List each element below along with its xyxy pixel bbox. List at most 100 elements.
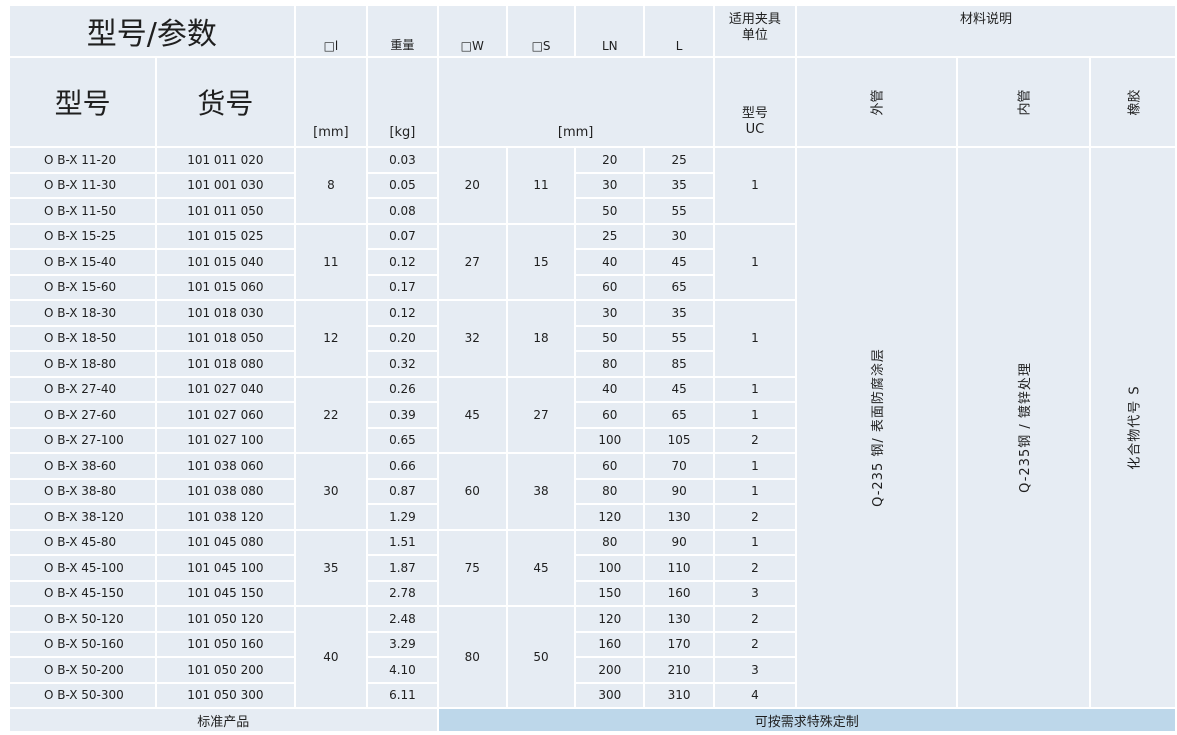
model-cell: O B-X 15-40 xyxy=(10,250,156,274)
table-row: O B-X 50-300 101 050 300 6.11 300 310 4 xyxy=(10,683,1175,707)
model-cell: O B-X 18-80 xyxy=(10,352,156,376)
w-cell: 32 xyxy=(438,301,506,376)
table-row: O B-X 50-200 101 050 200 4.10 200 210 3 xyxy=(10,658,1175,682)
weight-cell: 2.48 xyxy=(368,607,437,631)
length-cell: 25 xyxy=(645,148,713,172)
length-cell: 210 xyxy=(645,658,713,682)
item-number-cell: 101 038 120 xyxy=(157,505,294,529)
s-cell: 50 xyxy=(507,607,575,707)
ln-cell: 300 xyxy=(576,683,644,707)
subheader-uc: 型号 UC xyxy=(714,58,796,146)
ln-cell: 120 xyxy=(576,505,644,529)
w-cell: 80 xyxy=(438,607,506,707)
weight-cell: 6.11 xyxy=(368,683,437,707)
ln-cell: 60 xyxy=(576,403,644,427)
weight-cell: 0.05 xyxy=(368,173,437,197)
footer-row: 标准产品 可按需求特殊定制 xyxy=(10,709,1175,731)
table-row: O B-X 27-60 101 027 060 0.39 60 65 1 xyxy=(10,403,1175,427)
model-cell: O B-X 27-100 xyxy=(10,428,156,452)
ln-cell: 40 xyxy=(576,377,644,401)
inner-label: 内管 xyxy=(1017,88,1033,116)
model-cell: O B-X 38-80 xyxy=(10,479,156,503)
item-number-cell: 101 015 060 xyxy=(157,275,294,299)
uc-cell: 1 xyxy=(714,148,796,223)
table-row: O B-X 11-30 101 001 030 0.05 30 35 xyxy=(10,173,1175,197)
table-row: O B-X 18-50 101 018 050 0.20 50 55 xyxy=(10,326,1175,350)
col-header-w: □W xyxy=(438,6,506,56)
item-number-cell: 101 015 025 xyxy=(157,224,294,248)
material-rubber-cell: 化合物代号 S xyxy=(1090,148,1175,707)
table-row: O B-X 18-80 101 018 080 0.32 80 85 xyxy=(10,352,1175,376)
ln-cell: 20 xyxy=(576,148,644,172)
length-cell: 160 xyxy=(645,581,713,605)
l-cell: 22 xyxy=(295,377,367,452)
length-cell: 310 xyxy=(645,683,713,707)
w-cell: 27 xyxy=(438,224,506,299)
item-number-cell: 101 001 030 xyxy=(157,173,294,197)
ln-cell: 25 xyxy=(576,224,644,248)
model-cell: O B-X 45-150 xyxy=(10,581,156,605)
table-row: O B-X 27-100 101 027 100 0.65 100 105 2 xyxy=(10,428,1175,452)
model-cell: O B-X 27-60 xyxy=(10,403,156,427)
l-cell: 35 xyxy=(295,530,367,605)
model-cell: O B-X 50-120 xyxy=(10,607,156,631)
weight-cell: 3.29 xyxy=(368,632,437,656)
length-cell: 130 xyxy=(645,505,713,529)
table-row: O B-X 50-120 101 050 120 40 2.48 80 50 120 130 2 xyxy=(10,607,1175,707)
weight-cell: 0.26 xyxy=(368,377,437,401)
length-cell: 35 xyxy=(645,173,713,197)
weight-cell: 4.10 xyxy=(368,658,437,682)
custom-order-label: 可按需求特殊定制 xyxy=(438,709,1175,731)
l-cell: 11 xyxy=(295,224,367,299)
weight-cell: 0.08 xyxy=(368,199,437,223)
uc-line2: UC xyxy=(745,122,765,137)
w-cell: 20 xyxy=(438,148,506,223)
material-outer-cell: Q-235 钢/ 表面防腐涂层 xyxy=(797,148,956,707)
ln-cell: 160 xyxy=(576,632,644,656)
s-cell: 27 xyxy=(507,377,575,452)
table-title: 型号/参数 xyxy=(10,6,294,56)
table-row: O B-X 45-100 101 045 100 1.87 100 110 2 xyxy=(10,556,1175,580)
item-number-cell: 101 018 080 xyxy=(157,352,294,376)
length-cell: 85 xyxy=(645,352,713,376)
model-cell: O B-X 18-30 xyxy=(10,301,156,325)
length-cell: 65 xyxy=(645,275,713,299)
col-header-s: □S xyxy=(507,6,575,56)
ln-cell: 50 xyxy=(576,326,644,350)
weight-cell: 1.87 xyxy=(368,556,437,580)
model-cell: O B-X 27-40 xyxy=(10,377,156,401)
length-cell: 30 xyxy=(645,224,713,248)
subheader-model: 型号 xyxy=(10,58,156,146)
length-cell: 90 xyxy=(645,479,713,503)
uc-cell: 1 xyxy=(714,224,796,299)
length-cell: 65 xyxy=(645,403,713,427)
item-number-cell: 101 018 050 xyxy=(157,326,294,350)
weight-cell: 0.12 xyxy=(368,250,437,274)
uc-cell: 2 xyxy=(714,607,796,631)
model-cell: O B-X 38-120 xyxy=(10,505,156,529)
item-number-cell: 101 050 200 xyxy=(157,658,294,682)
l-cell: 40 xyxy=(295,607,367,707)
ln-cell: 30 xyxy=(576,173,644,197)
outer-label: 外管 xyxy=(870,88,886,116)
weight-cell: 0.65 xyxy=(368,428,437,452)
model-cell: O B-X 50-300 xyxy=(10,683,156,707)
table-row: O B-X 15-60 101 015 060 0.17 60 65 xyxy=(10,275,1175,299)
ln-cell: 40 xyxy=(576,250,644,274)
l-cell: 30 xyxy=(295,454,367,529)
model-cell: O B-X 38-60 xyxy=(10,454,156,478)
header-row: 型号/参数 □l 重量 □W □S LN L 适用夹具 单位 材料说明 xyxy=(10,6,1175,56)
length-cell: 70 xyxy=(645,454,713,478)
uc-cell: 1 xyxy=(714,301,796,376)
uc-cell: 2 xyxy=(714,505,796,529)
l-cell: 8 xyxy=(295,148,367,223)
table-row: O B-X 45-150 101 045 150 2.78 150 160 3 xyxy=(10,581,1175,605)
table-row: O B-X 11-20 101 011 020 8 0.03 20 11 20 25 1 Q-23… xyxy=(10,148,1175,707)
col-header-weight: 重量 xyxy=(368,6,437,56)
item-number-cell: 101 050 300 xyxy=(157,683,294,707)
subheader-item-no: 货号 xyxy=(157,58,294,146)
uc-cell: 3 xyxy=(714,658,796,682)
col-header-clamp: 适用夹具 单位 xyxy=(714,6,796,56)
ln-cell: 100 xyxy=(576,556,644,580)
material-inner-text: Q-235钢 / 镀锌处理 xyxy=(1017,362,1033,493)
